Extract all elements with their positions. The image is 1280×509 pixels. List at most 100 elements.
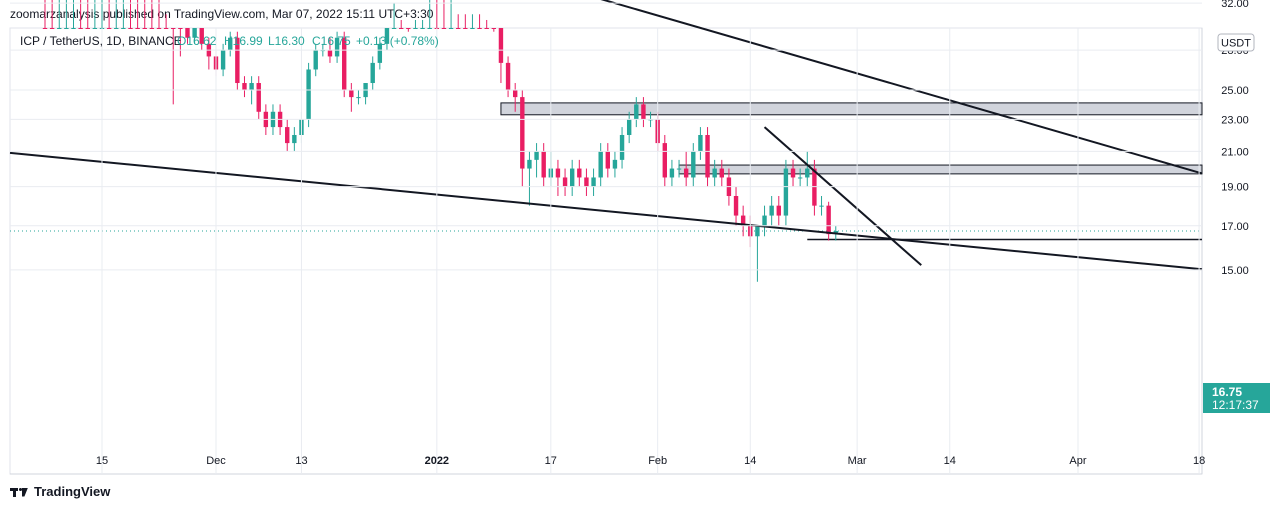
candle-body xyxy=(220,50,226,70)
candle xyxy=(185,28,190,44)
candle xyxy=(292,127,297,152)
candle xyxy=(463,14,468,29)
candle-body xyxy=(819,205,824,207)
candle-body xyxy=(406,28,411,29)
candle-body xyxy=(562,177,568,187)
candle-body xyxy=(662,143,667,178)
ohlc-change: +0.13 (+0.78%) xyxy=(356,34,439,48)
candle-body xyxy=(477,28,482,29)
x-tick-label: 13 xyxy=(295,455,307,467)
candle-body xyxy=(676,168,682,170)
x-tick-label: 18 xyxy=(1193,455,1205,467)
x-tick-label: 2022 xyxy=(425,455,449,467)
candle xyxy=(142,0,147,29)
x-tick-label: 14 xyxy=(944,455,956,467)
candle-body xyxy=(149,28,155,29)
legend: ICP / TetherUS, 1D, BINANCE O16.62 H16.9… xyxy=(20,34,439,48)
candle xyxy=(334,31,340,63)
candle xyxy=(683,151,689,187)
x-tick-label: Feb xyxy=(648,455,667,467)
candle xyxy=(534,143,539,178)
currency-button[interactable]: USDT xyxy=(1217,33,1255,52)
candle-body xyxy=(740,215,746,226)
candle xyxy=(106,0,112,29)
candle-body xyxy=(228,37,233,51)
candle-body xyxy=(769,205,774,216)
candle xyxy=(377,37,383,70)
candle-body xyxy=(427,28,432,29)
candle-body xyxy=(569,168,575,187)
candle xyxy=(228,31,233,57)
short-trendline xyxy=(763,126,922,266)
x-tick-label: 15 xyxy=(96,455,108,467)
candle-body xyxy=(634,104,639,120)
candle-body xyxy=(833,230,838,234)
candle-body xyxy=(619,134,625,160)
candle xyxy=(342,31,347,98)
candle xyxy=(391,3,397,29)
candle-body xyxy=(178,28,183,29)
candle-body xyxy=(163,28,169,29)
candle-body xyxy=(199,28,204,44)
candle xyxy=(562,168,568,197)
candle-body xyxy=(691,151,696,178)
candle-body xyxy=(64,28,69,29)
candle xyxy=(349,83,354,112)
candle xyxy=(78,0,83,29)
candle-body xyxy=(384,28,390,44)
candle xyxy=(470,14,475,29)
candle xyxy=(42,0,48,29)
candle xyxy=(356,89,361,105)
candle xyxy=(790,159,796,187)
candle xyxy=(712,159,717,187)
candle xyxy=(619,127,625,169)
candle xyxy=(598,143,603,187)
candle-body xyxy=(71,28,76,29)
ohlc-open: O16.62 xyxy=(177,34,217,48)
zone-23-24 xyxy=(500,102,1203,116)
candle-body xyxy=(762,215,767,226)
candle-body xyxy=(463,28,468,29)
candle-body xyxy=(626,119,632,135)
candle-body xyxy=(377,43,383,63)
trendlines-layer xyxy=(9,0,1203,271)
candle-body xyxy=(520,97,525,169)
x-tick-label: Dec xyxy=(206,455,226,467)
y-tick-label: 17.00 xyxy=(1221,221,1249,233)
candle xyxy=(71,0,76,29)
candle-body xyxy=(584,177,589,187)
candle xyxy=(420,19,425,29)
candle-body xyxy=(491,28,497,29)
candle xyxy=(114,0,119,29)
candle-body xyxy=(185,28,190,38)
axes-layer: 45.0040.0036.0032.0028.0025.0023.0021.00… xyxy=(10,0,1249,474)
candle-body xyxy=(327,50,333,57)
candle-body xyxy=(783,168,789,216)
candle-body xyxy=(142,28,147,29)
candle xyxy=(819,196,824,216)
candle xyxy=(705,127,710,187)
candle xyxy=(313,43,318,77)
y-tick-label: 32.00 xyxy=(1221,0,1249,10)
candle-body xyxy=(826,205,831,235)
candle xyxy=(612,151,618,178)
candle xyxy=(220,43,226,77)
candle-body xyxy=(78,28,83,29)
candle xyxy=(399,19,404,29)
candle-body xyxy=(456,28,461,29)
y-tick-label: 19.00 xyxy=(1221,182,1249,194)
candle xyxy=(584,168,589,197)
candle xyxy=(626,111,632,144)
candle xyxy=(64,0,69,29)
candle-body xyxy=(256,83,261,112)
candle xyxy=(192,28,197,44)
candle-body xyxy=(114,28,119,29)
footer-brand-label: TradingView xyxy=(34,484,111,499)
candle-body xyxy=(249,83,254,90)
candle-body xyxy=(805,168,810,178)
candle-body xyxy=(505,62,511,90)
candle xyxy=(762,205,767,237)
candle xyxy=(698,127,703,160)
candle-body xyxy=(420,28,425,29)
